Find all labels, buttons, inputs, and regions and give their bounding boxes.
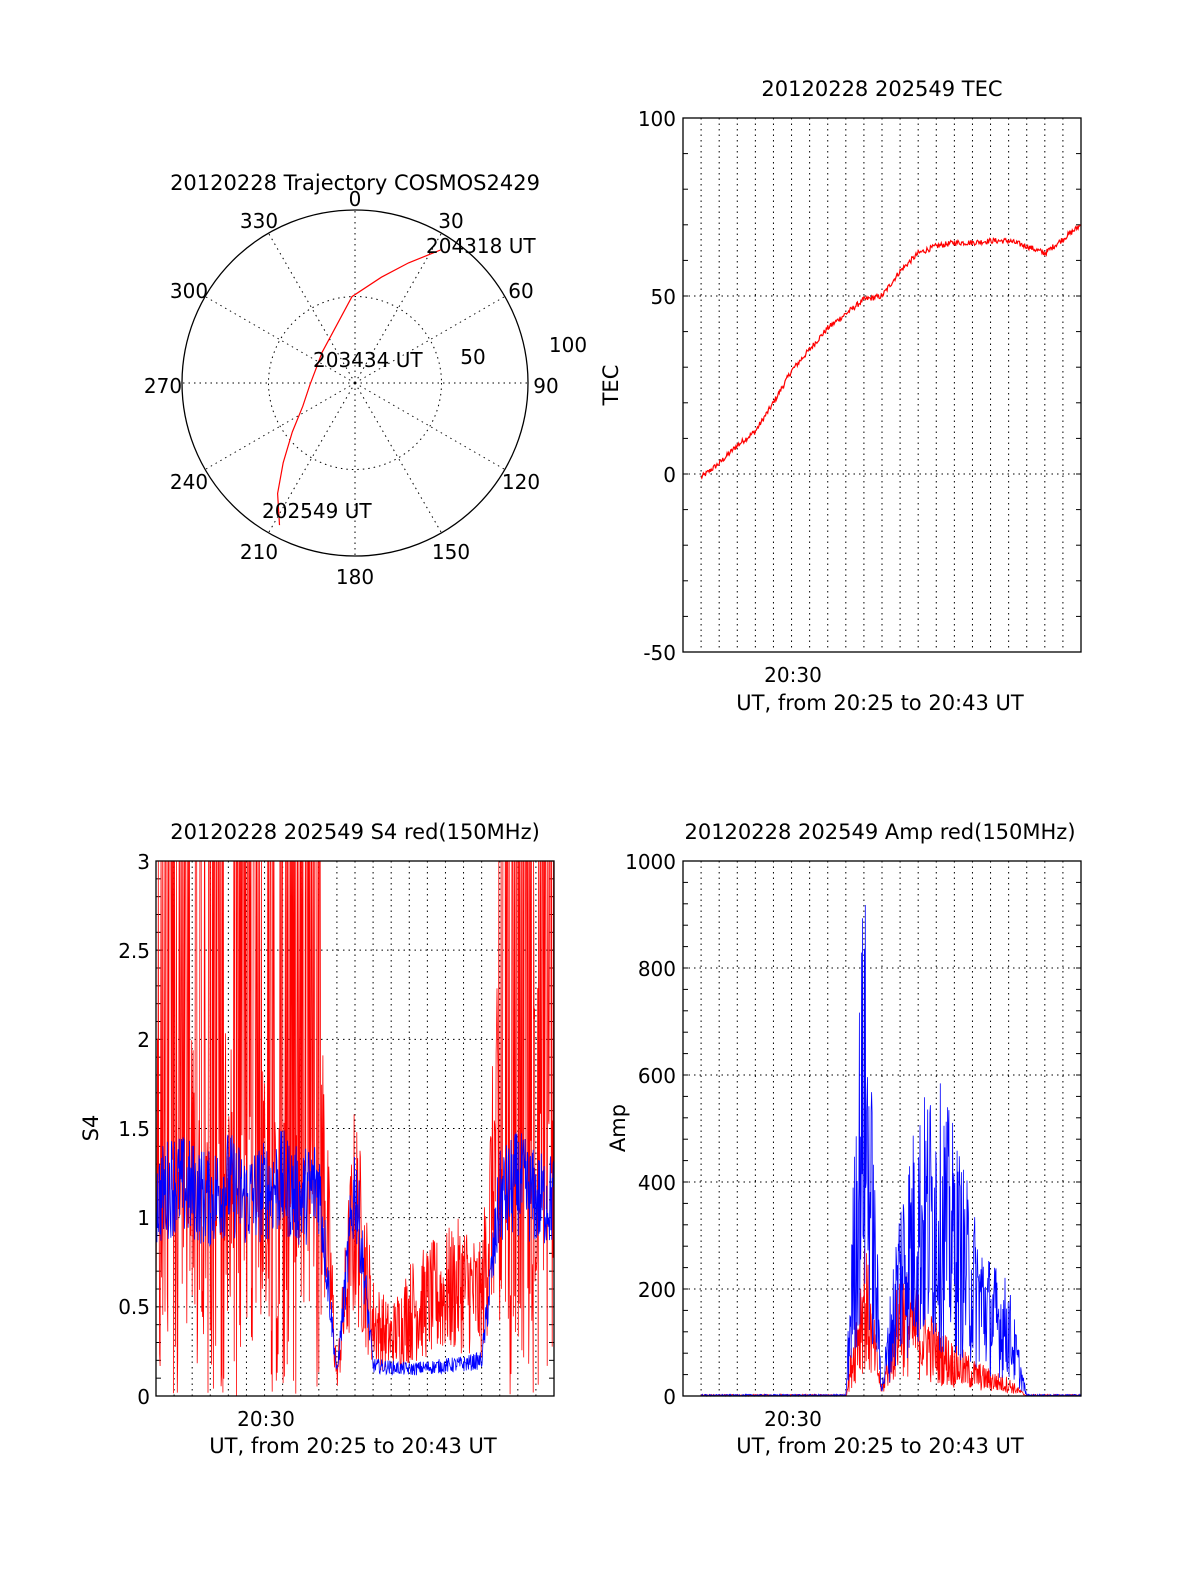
- s4-xlabel: UT, from 20:25 to 20:43 UT: [209, 1434, 497, 1458]
- amp-panel: 20120228 202549 Amp red(150MHz) 1000 800…: [606, 820, 1082, 1458]
- tec-panel: 20120228 202549 TEC 100 50 0 -50 20:30 U…: [599, 77, 1082, 715]
- az-label-180: 180: [336, 565, 374, 589]
- az-label-150: 150: [432, 540, 470, 564]
- s4-ytick-0: 0: [137, 1385, 150, 1409]
- s4-frame: [155, 860, 555, 1397]
- amp-xlabel: UT, from 20:25 to 20:43 UT: [736, 1434, 1024, 1458]
- az-label-0: 0: [349, 187, 362, 211]
- trajectory-title: 20120228 Trajectory COSMOS2429: [170, 171, 540, 195]
- amp-xtick-2030: 20:30: [764, 1407, 822, 1431]
- radius-label-100: 100: [549, 333, 587, 357]
- tec-frame: [682, 117, 1082, 653]
- trajectory-line: [276, 248, 442, 526]
- polar-spoke-120: [354, 382, 506, 470]
- s4-title: 20120228 202549 S4 red(150MHz): [170, 820, 540, 844]
- amp-ytick-600: 600: [638, 1064, 676, 1088]
- polar-outer-ring: [181, 209, 529, 557]
- s4-ytick-1.5: 1.5: [118, 1117, 150, 1141]
- azimuth-labels: 0 30 60 90 120 150 180 210 240 270 300 3…: [144, 187, 559, 589]
- tec-ytick-100: 100: [638, 107, 676, 131]
- amp-frame: [682, 860, 1082, 1397]
- amp-ylabel: Amp: [606, 1104, 630, 1152]
- az-label-330: 330: [240, 209, 278, 233]
- s4-panel: 20120228 202549 S4 red(150MHz) 3 2.5 2 1…: [79, 820, 555, 1458]
- polar-ring-1: [268, 296, 442, 470]
- s4-y-ticks: 3 2.5 2 1.5 1 0.5 0: [118, 850, 150, 1409]
- tec-ytick-50: 50: [651, 285, 676, 309]
- radius-label-50: 50: [460, 345, 485, 369]
- trajectory-panel: 20120228 Trajectory COSMOS2429 0 30 60 9…: [144, 171, 587, 589]
- az-label-90: 90: [533, 374, 558, 398]
- az-label-300: 300: [170, 279, 208, 303]
- s4-ytick-3: 3: [137, 850, 150, 874]
- polar-grid: [182, 210, 528, 556]
- s4-xtick-2030: 20:30: [237, 1407, 295, 1431]
- az-label-120: 120: [502, 470, 540, 494]
- annotation-start-time: 202549 UT: [262, 499, 372, 523]
- amp-y-ticks: 1000 800 600 400 200 0: [625, 850, 676, 1409]
- polar-spoke-210: [268, 382, 356, 534]
- polar-spoke-60: [354, 296, 506, 384]
- tec-series-1: [700, 224, 1082, 480]
- s4-ytick-2.5: 2.5: [118, 939, 150, 963]
- amp-ytick-400: 400: [638, 1171, 676, 1195]
- polar-spoke-30: [354, 232, 442, 384]
- tec-y-ticks: 100 50 0 -50: [638, 107, 676, 665]
- tec-title: 20120228 202549 TEC: [761, 77, 1002, 101]
- az-label-30: 30: [438, 209, 463, 233]
- polar-spoke-300: [204, 296, 356, 384]
- polar-spoke-150: [354, 382, 442, 534]
- annotation-mid-time: 203434 UT: [313, 348, 423, 372]
- amp-ytick-0: 0: [663, 1385, 676, 1409]
- amp-title: 20120228 202549 Amp red(150MHz): [684, 820, 1075, 844]
- tec-xtick-2030: 20:30: [764, 663, 822, 687]
- tec-ytick-m50: -50: [643, 641, 676, 665]
- az-label-240: 240: [170, 470, 208, 494]
- annotation-end-time: 204318 UT: [426, 234, 536, 258]
- az-label-270: 270: [144, 374, 182, 398]
- s4-series-2: [155, 1130, 555, 1376]
- amp-ytick-800: 800: [638, 957, 676, 981]
- polar-spoke-330: [268, 232, 356, 384]
- amp-ytick-1000: 1000: [625, 850, 676, 874]
- tec-series: [700, 224, 1082, 480]
- amp-series-2: [700, 904, 1082, 1398]
- s4-ytick-2: 2: [137, 1028, 150, 1052]
- az-label-60: 60: [508, 279, 533, 303]
- az-label-210: 210: [240, 540, 278, 564]
- s4-ytick-0.5: 0.5: [118, 1295, 150, 1319]
- tec-ylabel: TEC: [599, 365, 623, 407]
- s4-ytick-1: 1: [137, 1206, 150, 1230]
- amp-grid: [683, 860, 1081, 1397]
- polar-spoke-240: [204, 382, 356, 470]
- amp-series: [700, 904, 1082, 1398]
- amp-ytick-200: 200: [638, 1278, 676, 1302]
- s4-ylabel: S4: [79, 1115, 103, 1142]
- tec-ytick-0: 0: [663, 463, 676, 487]
- tec-grid: [683, 117, 1081, 653]
- tec-xlabel: UT, from 20:25 to 20:43 UT: [736, 691, 1024, 715]
